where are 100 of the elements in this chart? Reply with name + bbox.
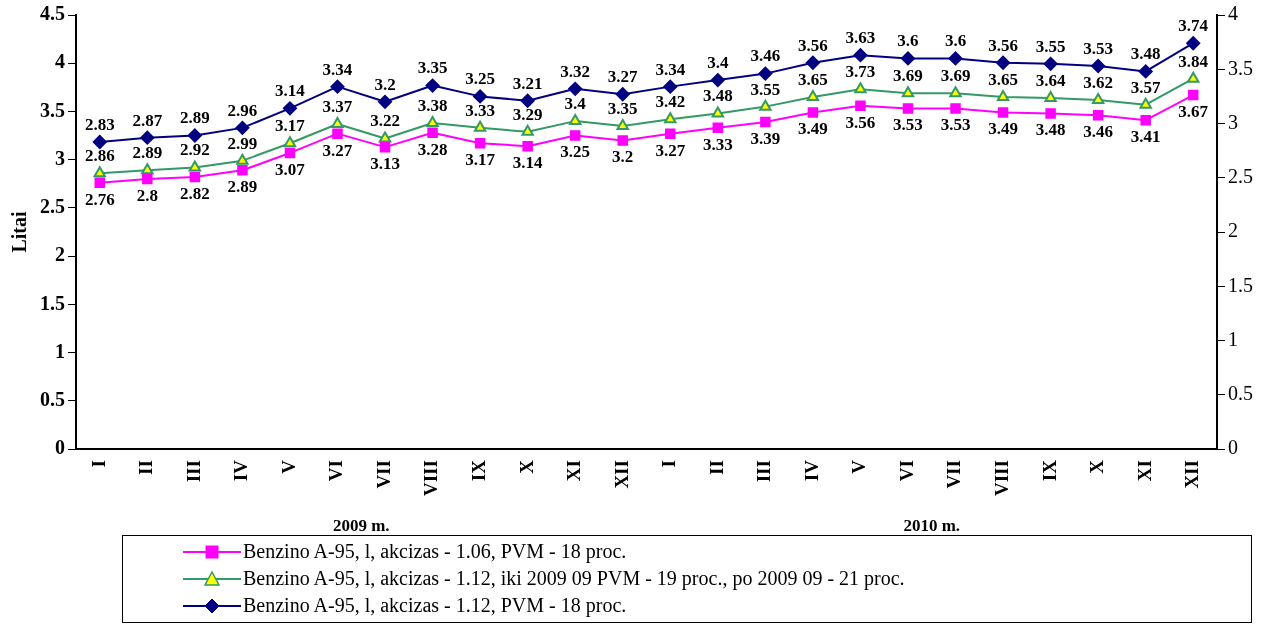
data-label: 3.28 (417, 139, 448, 159)
point (760, 116, 771, 128)
y-tick-label: 3.5 (40, 98, 65, 121)
y-tick-label: 2.5 (40, 195, 65, 218)
point (712, 122, 724, 134)
y-axis-title: Litai (8, 211, 31, 253)
point (664, 112, 677, 124)
point (425, 78, 440, 93)
data-label: 3.4 (564, 94, 587, 113)
point (378, 131, 392, 143)
y-tick-label: 0 (55, 436, 65, 459)
data-label: 3.4 (707, 53, 729, 73)
data-label: 3.48 (702, 86, 733, 106)
point (93, 166, 106, 178)
point (663, 79, 678, 94)
point (901, 86, 915, 98)
point (1091, 59, 1106, 74)
data-label: 3.41 (1130, 127, 1161, 147)
data-label: 3.27 (655, 140, 686, 160)
text: 2009 m. (332, 515, 390, 535)
data-label: 2.96 (227, 100, 258, 120)
y2-tick-label: 4 (1228, 2, 1238, 25)
data-label: 3.69 (893, 66, 923, 86)
point (378, 94, 393, 109)
legend-label: Benzino A-95, l, akcizas - 1.06, PVM - 18 proc. (243, 539, 627, 565)
x-tick-label: IX (1038, 459, 1060, 482)
point (711, 106, 725, 118)
data-label: 3.64 (1035, 70, 1066, 90)
data-label: 3.63 (845, 28, 876, 48)
data-label: 3.55 (750, 79, 781, 99)
data-label: 3.56 (988, 35, 1018, 55)
data-label: 3.84 (1178, 51, 1209, 71)
point (710, 73, 725, 88)
y2-tick-label: 1.5 (1228, 273, 1253, 296)
data-label: 3.37 (322, 96, 353, 116)
point (996, 55, 1011, 70)
point (379, 141, 391, 153)
x-tick-label: IV (230, 459, 252, 482)
point (900, 51, 915, 66)
data-label: 2.99 (227, 133, 258, 153)
data-label: 3.14 (512, 153, 544, 173)
data-label: 3.46 (1083, 122, 1114, 142)
data-label: 2.87 (132, 110, 163, 130)
point (853, 48, 868, 63)
point (806, 90, 820, 101)
data-label: 3.48 (1035, 120, 1066, 140)
x-tick-label: IX (468, 459, 490, 482)
data-label: 2.89 (179, 108, 210, 128)
point (522, 140, 533, 152)
point (616, 118, 629, 130)
data-label: 3.32 (560, 61, 591, 81)
data-label: 3.62 (1083, 72, 1114, 92)
data-label: 3.25 (465, 69, 495, 89)
point (617, 135, 628, 146)
data-label: 3.42 (655, 92, 686, 112)
point (807, 107, 819, 118)
point (140, 130, 155, 145)
x-tick-label: V (277, 459, 299, 474)
data-label: 3.65 (798, 69, 828, 89)
point (758, 66, 773, 81)
point (1091, 92, 1105, 104)
point (950, 103, 961, 114)
data-label: 3.55 (1035, 36, 1066, 56)
data-label: 3.65 (988, 69, 1018, 89)
x-tick-label: VI (895, 460, 917, 482)
data-label: 2.89 (227, 177, 258, 197)
point (1138, 64, 1153, 79)
x-tick-label: II (135, 460, 157, 475)
point (1043, 56, 1058, 71)
point (805, 55, 820, 70)
y2-tick-label: 0.5 (1228, 382, 1253, 405)
x-tick-label: IV (800, 459, 822, 482)
data-label: 3.14 (275, 81, 306, 101)
data-label: 3.34 (655, 59, 686, 79)
point (427, 127, 438, 138)
point (282, 101, 297, 116)
point (94, 177, 106, 189)
point (948, 51, 963, 66)
point (569, 130, 581, 141)
x-tick-label: I (658, 460, 680, 468)
y2-tick-label: 3.5 (1228, 56, 1253, 79)
data-label: 3.73 (845, 62, 876, 82)
x-tick-label: XII (610, 460, 632, 489)
x-tick-label: XI (1133, 460, 1155, 482)
data-label: 3.07 (275, 159, 306, 179)
data-label: 2.76 (84, 189, 115, 209)
point (997, 107, 1009, 118)
x-tick-label: II (705, 460, 727, 475)
data-label: 3.56 (798, 35, 828, 55)
point (521, 124, 534, 136)
x-tick-label: VII (372, 460, 394, 489)
point (189, 171, 201, 183)
data-label: 3.17 (465, 150, 496, 170)
y2-tick-label: 2.5 (1228, 165, 1253, 188)
point (141, 163, 154, 175)
point (330, 79, 345, 94)
data-label: 3.6 (897, 31, 919, 51)
data-label: 3.17 (275, 116, 306, 136)
y2-tick-label: 0 (1228, 436, 1238, 459)
data-label: 2.8 (136, 185, 158, 205)
